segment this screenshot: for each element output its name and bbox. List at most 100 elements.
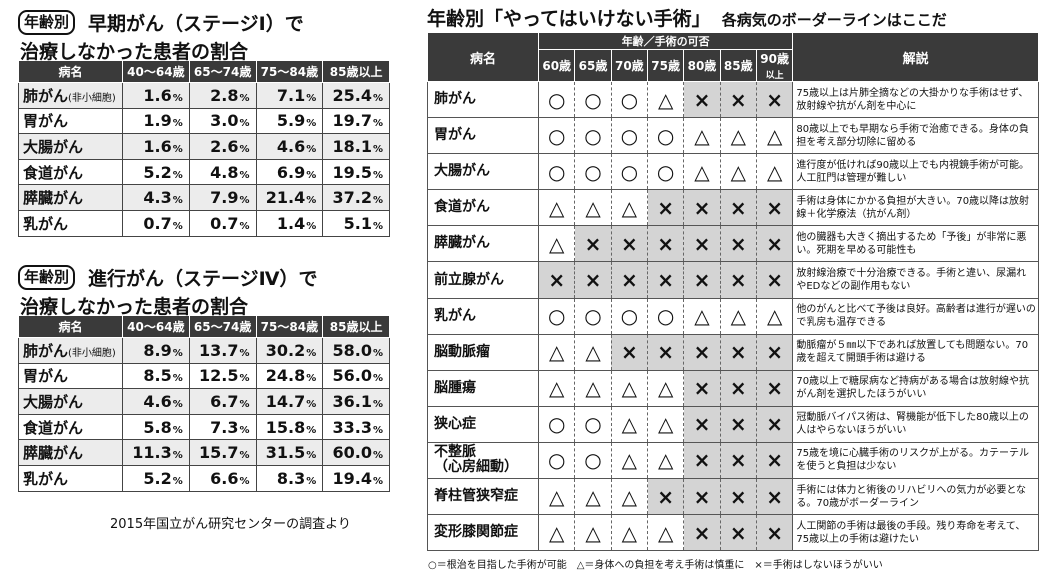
table-row: 前立腺がん × × × × × × × 放射線治療で十分治療できる。手術と違い、尿漏れやEDなど… [426, 261, 1039, 299]
rate-cell: 60.0% [322, 439, 390, 466]
rate-cell: 21.4% [255, 184, 324, 211]
rate-cell: 6.7% [188, 388, 257, 415]
disease-name: 胃がん [426, 117, 540, 155]
rate-cell: 0.7% [188, 209, 257, 237]
table-row: 食道がん 5.2% 4.8% 6.9% 19.5% [18, 158, 390, 186]
percent-unit: % [239, 450, 250, 462]
disease-name-cell: 胃がん [18, 107, 123, 135]
rate-value: 18.1 [332, 136, 372, 156]
surgery-mark: △ [574, 478, 612, 516]
disease-name: 変形膝関節症 [426, 514, 540, 552]
disease-name: 脳腫瘍 [426, 369, 540, 407]
age-header: 60歳 [538, 49, 576, 82]
percent-unit: % [239, 195, 250, 207]
surgery-mark: × [719, 261, 757, 299]
col-disease-header: 病名 [426, 32, 540, 82]
disease-name: 前立腺がん [426, 261, 540, 299]
age-header: 90歳以上 [755, 49, 794, 82]
disease-name-cell: 胃がん [18, 362, 123, 390]
disease-name-cell: 食道がん [18, 413, 123, 441]
disease-name-cell: 大腸がん [18, 388, 123, 415]
rate-value: 3.0 [210, 111, 239, 131]
col-header-age: 40〜64歳 [122, 60, 190, 83]
percent-unit: % [306, 92, 317, 104]
surgery-mark: ○ [538, 441, 576, 480]
disease-name: 肺がん [426, 80, 540, 119]
rate-cell: 1.6% [122, 82, 190, 109]
note-cell: 手術には体力と術後のリハビリへの気力が必要となる。70歳がボーダーライン [792, 478, 1039, 516]
percent-unit: % [172, 169, 183, 181]
disease-name-cell: 乳がん [18, 464, 123, 492]
age-header: 70歳 [610, 49, 649, 82]
rate-value: 2.6 [210, 136, 239, 156]
surgery-mark: ○ [574, 153, 612, 191]
surgery-mark: × [683, 478, 721, 516]
percent-unit: % [172, 475, 183, 487]
rate-value: 19.5 [332, 162, 372, 182]
rate-cell: 37.2% [322, 184, 390, 211]
percent-unit: % [372, 450, 383, 462]
surgery-mark: × [683, 405, 721, 443]
rate-value: 2.8 [210, 85, 239, 105]
surgery-mark: × [538, 261, 576, 299]
disease-name-cell: 大腸がん [18, 133, 123, 160]
rate-value: 21.4 [265, 188, 306, 208]
rate-cell: 4.3% [122, 184, 190, 211]
rate-value: 0.7 [210, 213, 239, 233]
rate-cell: 4.6% [122, 388, 190, 415]
surgery-mark: △ [574, 189, 612, 227]
surgery-mark: × [683, 261, 721, 299]
disease-subtype: (非小細胞) [68, 347, 116, 359]
surgery-mark: × [610, 333, 649, 371]
surgery-mark: × [719, 80, 757, 119]
surgery-mark: × [719, 405, 757, 443]
disease-name-cell: 膵臓がん [18, 439, 123, 466]
disease-name-cell: 膵臓がん [18, 184, 123, 211]
rate-cell: 1.4% [255, 209, 324, 237]
surgery-mark: × [719, 369, 757, 407]
title-main: 年齢別「やってはいけない手術」 [427, 8, 711, 30]
rate-cell: 18.1% [322, 133, 390, 160]
rate-cell: 1.9% [122, 107, 190, 135]
disease-name: 膵臓がん [426, 225, 540, 263]
percent-unit: % [306, 347, 317, 359]
percent-unit: % [306, 118, 317, 130]
surgery-mark: × [683, 80, 721, 119]
rate-cell: 5.9% [255, 107, 324, 135]
rate-cell: 2.8% [188, 82, 257, 109]
rate-cell: 4.8% [188, 158, 257, 186]
surgery-mark: × [574, 225, 612, 263]
surgery-mark: ○ [574, 405, 612, 443]
source-note: 2015年国立がん研究センターの調査より [110, 517, 351, 532]
surgery-mark: × [719, 514, 757, 552]
disease-name-cell: 肺がん(非小細胞) [18, 82, 123, 109]
percent-unit: % [372, 118, 383, 130]
surgery-mark: △ [646, 405, 685, 443]
surgery-mark: × [646, 189, 685, 227]
disease-name: 脳動脈瘤 [426, 333, 540, 371]
note-cell: 冠動脈バイパス術は、腎機能が低下した80歳以上の人はやらないほうがいい [792, 405, 1039, 443]
surgery-mark: ○ [610, 153, 649, 191]
rate-cell: 14.7% [255, 388, 324, 415]
note-cell: 人工関節の手術は最後の手段。残り寿命を考えて、75歳以上の手術は避けたい [792, 514, 1039, 552]
surgery-mark: × [755, 478, 794, 516]
percent-unit: % [172, 195, 183, 207]
percent-unit: % [172, 118, 183, 130]
rate-value: 1.9 [143, 111, 172, 131]
surgery-mark: × [755, 333, 794, 371]
note-cell: 80歳以上でも早期なら手術で治癒できる。身体の負担を考え部分切除に留める [792, 117, 1039, 155]
rate-cell: 13.7% [188, 337, 257, 364]
disease-name: 大腸がん [426, 153, 540, 191]
table-row: 脳動脈瘤 △ △ × × × × × 動脈瘤が５㎜以下であれば放置しても問題ない。70歳を超えて… [426, 333, 1039, 371]
advanced-stage-section: 年齢別 進行がん（ステージⅣ）で 治療しなかった患者の割合 病名 40〜64歳 65… [18, 263, 390, 492]
rate-value: 6.7 [210, 391, 239, 411]
percent-unit: % [239, 92, 250, 104]
table-row: 食道がん △ △ △ × × × × 手術は身体にかかる負担が大きい。70歳以降は放射線＋化学療… [426, 189, 1039, 227]
disease-name-cell: 肺がん(非小細胞) [18, 337, 123, 364]
percent-unit: % [372, 169, 383, 181]
surgery-mark: △ [574, 333, 612, 371]
percent-unit: % [372, 347, 383, 359]
percent-unit: % [372, 424, 383, 436]
table-row: 肺がん(非小細胞) 8.9% 13.7% 30.2% 58.0% [18, 337, 390, 364]
age-tag: 年齢別 [18, 265, 76, 290]
